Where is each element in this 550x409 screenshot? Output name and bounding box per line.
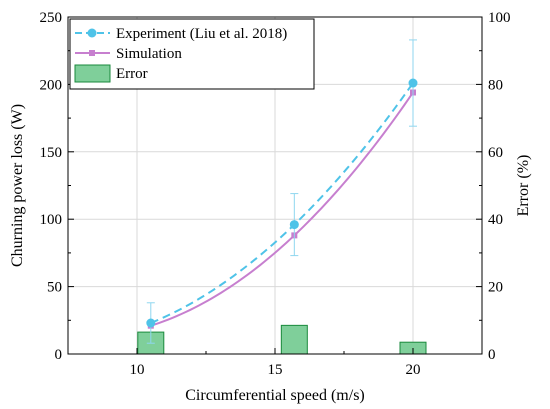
y-axis-label: Churning power loss (W)	[9, 104, 26, 267]
y-tick-label-2: 100	[40, 212, 63, 228]
experiment-point-1	[289, 220, 299, 230]
y2-tick-label-2: 40	[488, 212, 503, 228]
y2-tick-label-0: 0	[488, 347, 496, 363]
y-tick-label-4: 200	[40, 77, 63, 93]
y2-tick-label-4: 80	[488, 77, 503, 93]
x-tick-label-2: 20	[406, 362, 421, 378]
y-tick-label-5: 250	[40, 10, 63, 26]
legend-label-error: Error	[116, 66, 148, 82]
y2-axis-label: Error (%)	[515, 155, 532, 217]
legend-swatch-simulation-marker	[89, 50, 95, 56]
y-tick-label-3: 150	[40, 145, 63, 161]
y2-tick-label-1: 20	[488, 280, 503, 296]
legend: Experiment (Liu et al. 2018) Simulation Er…	[69, 18, 315, 90]
experiment-point-2	[408, 78, 418, 88]
x-tick-label-0: 10	[130, 362, 145, 378]
error-bars-series	[137, 324, 427, 355]
legend-swatch-experiment-marker	[87, 28, 97, 38]
y2-tick-label-3: 60	[488, 145, 503, 161]
experiment-point-0	[146, 318, 156, 328]
y2-tick-label-5: 100	[488, 10, 511, 26]
legend-swatch-error	[74, 64, 111, 83]
x-axis-label: Circumferential speed (m/s)	[185, 387, 365, 404]
x-tick-label-1: 15	[268, 362, 283, 378]
error-bar-1	[280, 324, 308, 355]
line-series	[146, 39, 418, 344]
y-tick-label-0: 0	[55, 347, 63, 363]
legend-label-experiment: Experiment (Liu et al. 2018)	[116, 26, 287, 42]
simulation-line	[150, 91, 414, 327]
legend-box	[69, 18, 315, 90]
y-tick-label-1: 50	[47, 280, 62, 296]
experiment-line	[150, 82, 414, 324]
legend-label-simulation: Simulation	[116, 46, 182, 62]
